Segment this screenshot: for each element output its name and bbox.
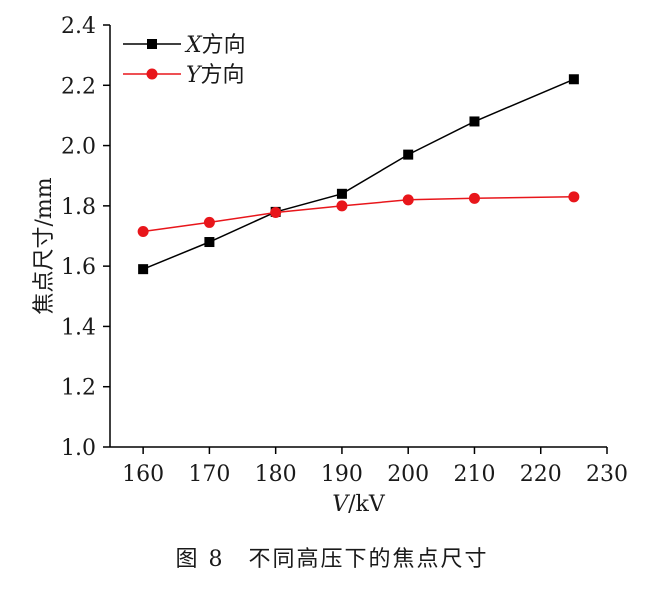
y-axis-title: 焦点尺寸/mm xyxy=(32,177,57,314)
series-layer xyxy=(137,74,580,275)
data-point xyxy=(270,206,282,218)
x-tick-label: 220 xyxy=(520,462,562,487)
x-axis-title-unit: /kV xyxy=(348,492,386,517)
legend-marker xyxy=(147,39,157,49)
legend: X方向 Y方向 xyxy=(123,33,246,88)
x-tick-label: 180 xyxy=(255,462,297,487)
data-point xyxy=(402,194,414,206)
data-point xyxy=(568,191,580,203)
data-point xyxy=(138,264,149,275)
data-point xyxy=(568,74,579,85)
x-axis-title-var: V xyxy=(332,492,350,517)
data-point xyxy=(203,216,215,228)
legend-marker xyxy=(146,68,158,80)
legend-label: X方向 xyxy=(184,33,246,58)
series-2 xyxy=(137,191,580,237)
data-point xyxy=(204,237,215,248)
x-tick-label: 200 xyxy=(387,462,429,487)
series-1 xyxy=(138,74,579,275)
x-axis-ticks: 160 170 180 190 200 210 220 230 xyxy=(122,447,628,487)
data-point xyxy=(403,149,414,160)
y-tick-label: 1.6 xyxy=(61,255,96,280)
data-point xyxy=(336,200,348,212)
figure-caption: 图 8 不同高压下的焦点尺寸 xyxy=(175,547,489,572)
y-tick-label: 1.0 xyxy=(61,436,96,461)
data-point xyxy=(137,225,149,237)
x-tick-label: 230 xyxy=(586,462,628,487)
axes xyxy=(109,25,607,448)
x-tick-label: 160 xyxy=(122,462,164,487)
data-point xyxy=(468,192,480,204)
y-tick-label: 1.2 xyxy=(61,376,96,401)
y-tick-label: 2.2 xyxy=(61,74,96,99)
y-tick-label: 1.4 xyxy=(61,315,96,340)
legend-label: Y方向 xyxy=(186,63,245,88)
x-tick-label: 190 xyxy=(321,462,363,487)
y-axis-ticks: 1.0 1.2 1.4 1.6 1.8 2.0 2.2 2.4 xyxy=(61,14,110,461)
y-tick-label: 1.8 xyxy=(61,195,96,220)
x-tick-label: 210 xyxy=(453,462,495,487)
legend-item: X方向 xyxy=(123,33,246,58)
line-chart: 160 170 180 190 200 210 220 230 1.0 1.2 1.4 1.6 1.8… xyxy=(32,14,628,517)
x-axis-title: V/kV xyxy=(332,492,386,517)
data-point xyxy=(336,188,347,199)
y-tick-label: 2.4 xyxy=(61,14,96,39)
data-point xyxy=(469,116,480,127)
legend-item: Y方向 xyxy=(123,63,245,88)
y-tick-label: 2.0 xyxy=(61,135,96,160)
x-tick-label: 170 xyxy=(188,462,230,487)
